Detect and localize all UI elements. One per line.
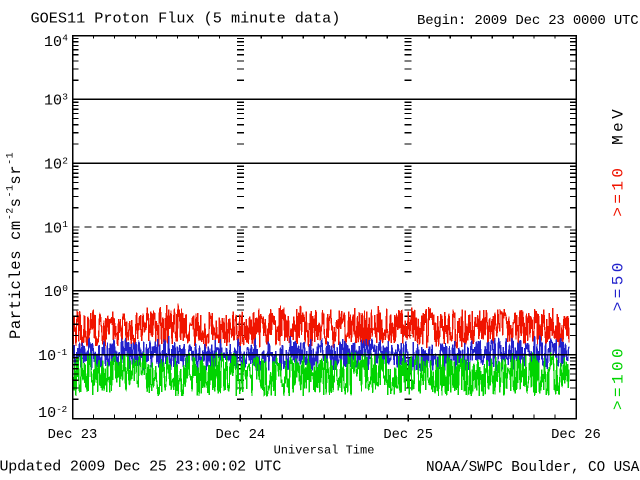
svg-text:-2: -2 xyxy=(56,404,67,415)
svg-text:NOAA/SWPC Boulder, CO USA: NOAA/SWPC Boulder, CO USA xyxy=(426,460,640,476)
svg-text:MeV: MeV xyxy=(610,106,628,145)
svg-text:0: 0 xyxy=(62,283,68,294)
svg-text:10: 10 xyxy=(44,220,62,237)
svg-text:Dec 23: Dec 23 xyxy=(48,428,98,443)
svg-text:10: 10 xyxy=(44,93,62,110)
svg-text:10: 10 xyxy=(38,405,56,422)
svg-text:Dec 25: Dec 25 xyxy=(383,428,433,443)
svg-text:>=10: >=10 xyxy=(610,165,628,217)
svg-text:10: 10 xyxy=(44,157,62,174)
svg-text:Dec 26: Dec 26 xyxy=(551,428,601,443)
svg-text:GOES11 Proton Flux (5 minute d: GOES11 Proton Flux (5 minute data) xyxy=(31,10,341,28)
svg-text:>=50: >=50 xyxy=(610,259,628,311)
svg-text:10: 10 xyxy=(38,348,56,365)
svg-text:2: 2 xyxy=(62,155,68,166)
svg-text:10: 10 xyxy=(44,34,62,51)
svg-text:1: 1 xyxy=(62,219,68,230)
svg-text:Updated 2009 Dec 25 23:00:02 U: Updated 2009 Dec 25 23:00:02 UTC xyxy=(0,458,281,475)
svg-text:Universal Time: Universal Time xyxy=(274,444,375,458)
svg-text:Particles cm-2s-1sr-1: Particles cm-2s-1sr-1 xyxy=(6,152,26,339)
svg-text:10: 10 xyxy=(44,284,62,301)
svg-text:Begin: 2009 Dec 23 0000 UTC: Begin: 2009 Dec 23 0000 UTC xyxy=(417,13,638,29)
svg-text:>=100: >=100 xyxy=(610,345,628,410)
svg-text:3: 3 xyxy=(62,92,68,103)
svg-text:-1: -1 xyxy=(56,347,67,358)
svg-text:Dec 24: Dec 24 xyxy=(215,428,265,443)
svg-text:4: 4 xyxy=(62,33,68,44)
